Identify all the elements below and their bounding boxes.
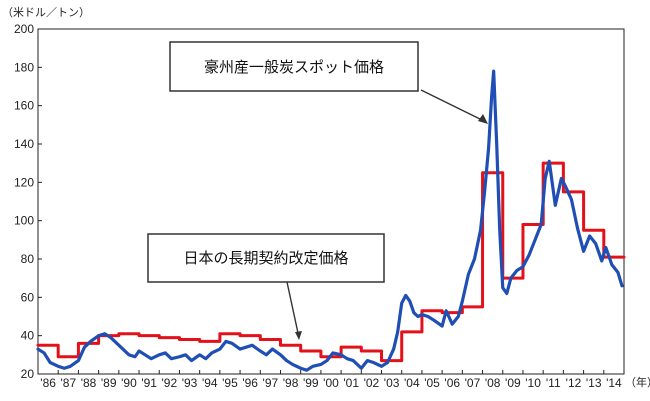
x-tick-label: '12 bbox=[566, 376, 582, 390]
y-tick-label: 120 bbox=[14, 175, 34, 189]
x-tick-label: '04 bbox=[404, 376, 420, 390]
x-tick-label: '92 bbox=[162, 376, 178, 390]
y-tick-label: 180 bbox=[14, 60, 34, 74]
y-tick-label: 100 bbox=[14, 214, 34, 228]
x-tick-label: '95 bbox=[222, 376, 238, 390]
contract-callout-leader bbox=[286, 281, 299, 334]
x-tick-label: '00 bbox=[323, 376, 339, 390]
spot-price-callout: 豪州産一般炭スポット価格 bbox=[169, 41, 488, 124]
y-unit-label: （米ドル／トン） bbox=[2, 6, 90, 19]
x-tick-label: '07 bbox=[465, 376, 481, 390]
y-tick-label: 200 bbox=[14, 22, 34, 36]
x-tick-label: '02 bbox=[364, 376, 380, 390]
plot-area bbox=[37, 28, 625, 375]
y-tick-label: 140 bbox=[14, 137, 34, 151]
spot-callout-box bbox=[169, 41, 419, 92]
legend-spot-price: 豪州産一般炭スポット価格 bbox=[204, 58, 384, 76]
x-tick-label: '06 bbox=[444, 376, 460, 390]
contract-price-callout: 日本の長期契約改定価格 bbox=[147, 233, 385, 340]
x-tick-label: '98 bbox=[283, 376, 299, 390]
series-layer bbox=[36, 69, 626, 372]
x-tick-label: '03 bbox=[384, 376, 400, 390]
x-unit-label: （年） bbox=[625, 375, 650, 389]
y-tick-label: 60 bbox=[21, 290, 35, 304]
contract-callout-arrowhead bbox=[295, 331, 302, 340]
x-tick-label: '90 bbox=[121, 376, 137, 390]
y-tick-label: 40 bbox=[21, 329, 35, 343]
x-tick-label: '05 bbox=[424, 376, 440, 390]
x-tick-label: '97 bbox=[263, 376, 279, 390]
x-tick-label: '11 bbox=[546, 376, 561, 390]
plot-border bbox=[37, 28, 625, 375]
x-tick-label: '08 bbox=[485, 376, 501, 390]
contract-callout-box bbox=[147, 233, 385, 283]
x-tick-label: '86 bbox=[40, 376, 56, 390]
x-tick-label: '14 bbox=[606, 376, 622, 390]
spot-price-line bbox=[36, 69, 624, 372]
x-tick-label: '09 bbox=[505, 376, 521, 390]
y-tick-label: 80 bbox=[21, 252, 35, 266]
spot-callout-leader bbox=[420, 89, 483, 121]
x-tick-label: '88 bbox=[81, 376, 97, 390]
x-tick-label: '89 bbox=[101, 376, 117, 390]
x-tick-label: '91 bbox=[141, 376, 157, 390]
y-axis: 20 40 60 80 100 120 140 160 180 200 bbox=[14, 22, 42, 381]
x-tick-label: '99 bbox=[303, 376, 319, 390]
x-axis: '86 '87 '88 '89 '90 '91 '92 '93 '94 '95 '96 '97 '98 '… bbox=[37, 370, 622, 390]
x-tick-label: '10 bbox=[525, 376, 541, 390]
x-tick-label: '94 bbox=[202, 376, 218, 390]
x-tick-label: '01 bbox=[343, 376, 359, 390]
y-tick-label: 160 bbox=[14, 99, 34, 113]
legend-contract-price: 日本の長期契約改定価格 bbox=[183, 249, 348, 267]
spot-callout-arrowhead bbox=[478, 114, 488, 124]
y-tick-label: 20 bbox=[21, 367, 35, 381]
x-tick-label: '96 bbox=[242, 376, 258, 390]
x-tick-label: '87 bbox=[60, 376, 76, 390]
x-tick-label: '13 bbox=[586, 376, 602, 390]
x-tick-label: '93 bbox=[182, 376, 198, 390]
